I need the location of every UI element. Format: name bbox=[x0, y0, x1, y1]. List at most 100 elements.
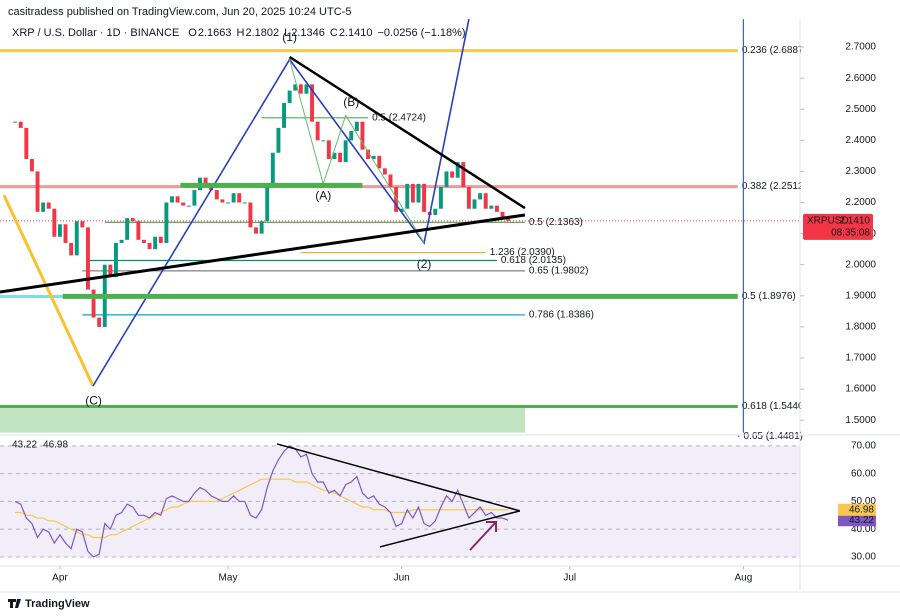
fib-label: 1.236 (2.0390) bbox=[490, 247, 555, 258]
candle-body bbox=[24, 127, 29, 159]
candle-body bbox=[114, 242, 118, 278]
candle-body bbox=[298, 84, 303, 94]
fib-label: 0.618 (1.5440) bbox=[742, 401, 807, 412]
candle-body bbox=[444, 171, 449, 187]
candle-body bbox=[326, 140, 331, 159]
y-tick-label: 50.00 bbox=[851, 496, 876, 507]
price-tag bbox=[803, 213, 873, 240]
candle-body bbox=[304, 84, 309, 94]
trendline bbox=[276, 443, 521, 512]
ohlc-value: 2.1663 bbox=[198, 27, 232, 39]
candle-body bbox=[394, 186, 399, 212]
candle-body bbox=[119, 239, 124, 243]
y-tick-label: 70.00 bbox=[851, 441, 876, 452]
ohlc-value: 2.1346 bbox=[291, 27, 325, 39]
candle-body bbox=[371, 155, 376, 159]
zone bbox=[0, 404, 525, 433]
candle-body bbox=[478, 193, 483, 200]
candle-body bbox=[377, 155, 382, 169]
candle-body bbox=[422, 183, 427, 212]
candle-body bbox=[360, 121, 365, 150]
candle-body bbox=[136, 221, 141, 240]
candle-body bbox=[52, 208, 57, 237]
candle-body bbox=[214, 190, 219, 200]
candle-body bbox=[164, 202, 169, 243]
candle-body bbox=[382, 168, 387, 175]
candle-body bbox=[349, 131, 354, 141]
brand: TradingView bbox=[25, 598, 90, 610]
ohlc-key: C bbox=[330, 27, 338, 39]
candle-body bbox=[231, 193, 236, 203]
candle-body bbox=[506, 218, 511, 221]
rsi-badge-value: 43.22 bbox=[849, 515, 874, 526]
candle-body bbox=[170, 196, 174, 203]
x-tick-label: Apr bbox=[52, 573, 68, 584]
candle-body bbox=[416, 183, 421, 203]
candle-body bbox=[366, 149, 371, 159]
candle-body bbox=[153, 236, 158, 250]
candle-body bbox=[254, 227, 258, 234]
publisher: casitradess published on TradingView.com… bbox=[8, 6, 351, 18]
candle-body bbox=[63, 224, 68, 243]
candle-body bbox=[18, 121, 23, 128]
candle-body bbox=[399, 208, 404, 212]
change: −0.0256 (−1.18%) bbox=[378, 27, 466, 39]
countdown: 08:35:08 bbox=[831, 228, 870, 239]
candle-body bbox=[186, 205, 191, 207]
ohlc-key: H bbox=[237, 27, 245, 39]
candle-body bbox=[13, 121, 18, 123]
y-tick-label: 2.4000 bbox=[845, 135, 876, 146]
fib-label: 0.236 (2.6887) bbox=[742, 45, 807, 56]
candle-body bbox=[455, 162, 460, 178]
candle-body bbox=[489, 205, 494, 209]
candle-body bbox=[405, 183, 410, 209]
y-tick-label: 1.5000 bbox=[845, 415, 876, 426]
candle-body bbox=[343, 140, 348, 163]
candle-body bbox=[472, 199, 477, 209]
candle-body bbox=[181, 202, 186, 206]
candle-body bbox=[494, 205, 499, 212]
candle-body bbox=[97, 317, 102, 327]
candle-body bbox=[466, 186, 471, 209]
ohlc-key: O bbox=[188, 27, 197, 39]
x-tick-label: Jun bbox=[394, 573, 410, 584]
candle-body bbox=[410, 183, 415, 203]
fib-label: 0.5 (2.1363) bbox=[529, 217, 583, 228]
rsi-line bbox=[15, 478, 509, 539]
candle-body bbox=[125, 218, 130, 240]
candle-body bbox=[438, 186, 443, 209]
candle-body bbox=[91, 289, 96, 318]
trendline bbox=[289, 59, 425, 244]
candle-body bbox=[500, 211, 505, 219]
candle-body bbox=[287, 90, 292, 104]
candle-body bbox=[41, 202, 46, 212]
y-tick-label: 60.00 bbox=[851, 468, 876, 479]
candle-body bbox=[282, 103, 286, 128]
candle-body bbox=[142, 239, 146, 243]
y-tick-label: 1.6000 bbox=[845, 384, 876, 395]
wave-label: (C) bbox=[85, 394, 102, 408]
trendline bbox=[379, 510, 521, 548]
y-tick-label: 2.2000 bbox=[845, 197, 876, 208]
candle-body bbox=[310, 84, 315, 122]
candle-body bbox=[321, 140, 326, 142]
logo bbox=[8, 599, 21, 608]
candle-body bbox=[276, 127, 281, 153]
candle-body bbox=[332, 152, 337, 159]
trendline bbox=[2, 194, 95, 387]
rsi-line bbox=[14, 445, 509, 558]
y-tick-label: 1.9000 bbox=[845, 290, 876, 301]
candle-body bbox=[433, 208, 438, 215]
candle-body bbox=[175, 196, 180, 203]
fib-label: 0.5 (2.4724) bbox=[372, 112, 426, 123]
candle-body bbox=[192, 190, 197, 206]
rsi-legend-value: 43.22 bbox=[12, 440, 37, 451]
rsi-badge bbox=[838, 514, 876, 527]
candle-body bbox=[483, 193, 488, 209]
candle-body bbox=[237, 193, 242, 203]
arrow bbox=[469, 521, 497, 551]
rsi-badge bbox=[838, 503, 876, 516]
candle-body bbox=[74, 221, 79, 256]
